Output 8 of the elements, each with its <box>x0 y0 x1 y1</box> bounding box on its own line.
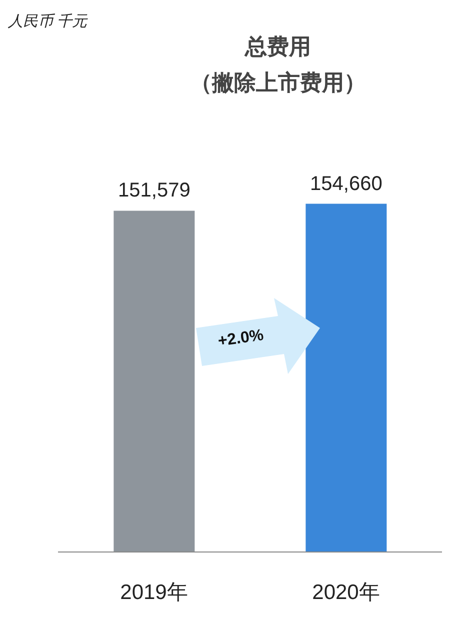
text: 人民币 千元 <box>8 12 88 31</box>
x-tick-label: 2020年 <box>312 580 380 604</box>
x-tick-label: 2019年 <box>120 580 188 604</box>
data-label: 151,579 <box>118 180 190 202</box>
data-label: 154,660 <box>310 172 382 195</box>
chart-subtitle: （撇除上市费用） <box>189 69 367 97</box>
annotation: +2.0% <box>216 326 265 352</box>
chart-title: 总费用 <box>244 33 312 61</box>
